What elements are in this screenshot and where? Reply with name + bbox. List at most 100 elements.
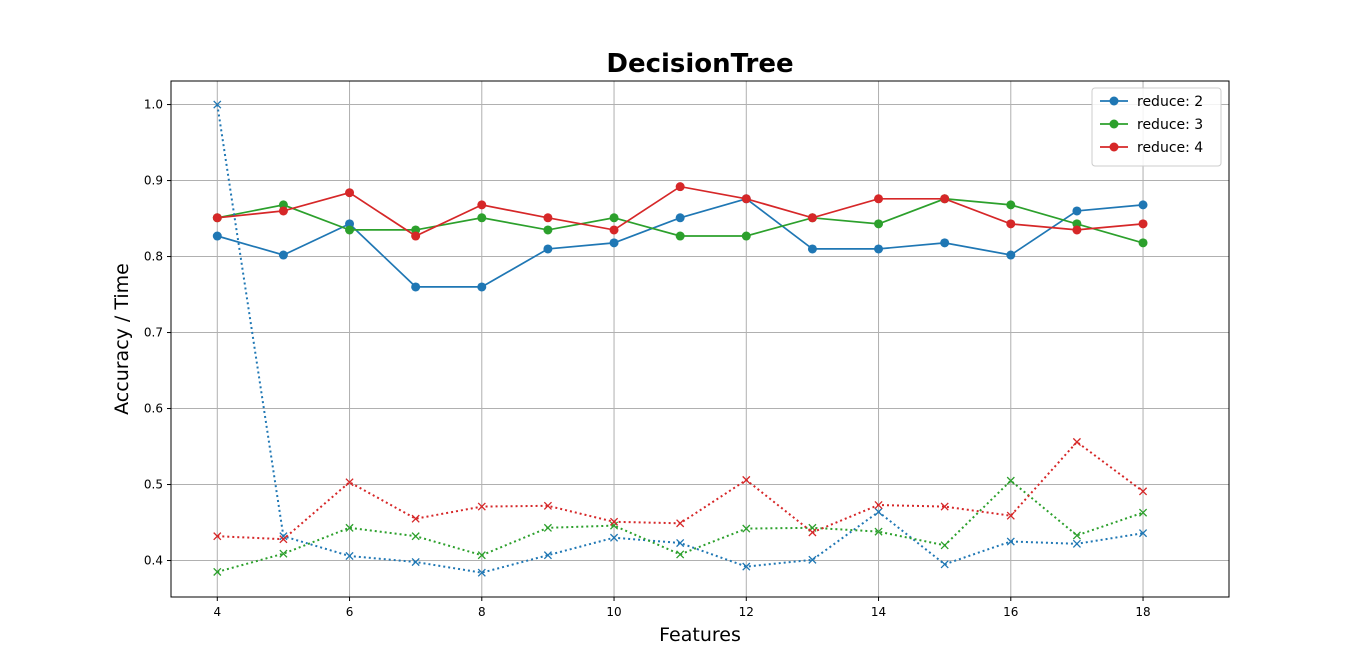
x-tick-label: 12 [739,605,754,619]
data-point [1006,219,1016,229]
data-point [213,567,222,576]
data-point [477,213,487,223]
series-line [217,185,1144,237]
data-point [411,231,421,241]
series-4 [213,100,1148,577]
data-point [345,225,355,235]
data-point [477,502,486,511]
data-point [345,523,354,532]
y-axis-title: Accuracy / Time [111,263,133,415]
data-point [1138,219,1148,229]
data-point [741,231,751,241]
data-point [278,250,288,260]
data-point [1006,511,1015,520]
data-point [1006,250,1016,260]
series-6 [213,437,1148,544]
data-point [675,182,685,192]
data-point [345,551,354,561]
legend-label: reduce: 4 [1137,140,1203,156]
data-point [609,533,619,542]
x-tick-label: 8 [478,605,486,619]
legend-label: reduce: 3 [1137,117,1203,133]
data-point [874,507,883,516]
data-point [1138,529,1148,538]
legend-marker [1109,119,1119,129]
data-point [477,551,486,560]
data-point [212,213,222,223]
chart-title: DecisionTree [606,49,793,79]
data-point [609,238,619,248]
data-point [1072,539,1081,548]
data-point [411,514,420,523]
data-point [345,478,354,487]
data-point [742,524,751,533]
data-point [675,231,685,241]
data-point [212,231,222,241]
data-point [543,213,553,223]
series-1 [212,194,1148,292]
data-point [1072,225,1082,235]
y-tick-label: 1.0 [144,98,163,112]
legend: reduce: 2 reduce: 3 reduce: 4 [1091,87,1222,167]
data-point [609,225,619,235]
y-tick-label: 0.7 [144,326,163,340]
x-tick-label: 16 [1003,605,1018,619]
data-point [543,244,553,254]
data-point [411,557,420,567]
data-point [807,213,817,223]
data-point [940,502,949,511]
data-point [543,523,552,532]
legend-entry: reduce: 4 [1100,140,1203,156]
data-point [1138,238,1148,248]
data-point [940,238,950,248]
data-point [874,244,884,254]
data-point [477,282,487,292]
x-tick-label: 14 [871,605,886,619]
data-point [279,549,288,558]
data-point [1138,508,1148,517]
data-point [1138,200,1148,210]
series-3 [212,182,1148,241]
data-point [874,219,884,229]
legend-entry: reduce: 2 [1100,94,1203,110]
data-point [279,535,288,544]
y-tick-label: 0.6 [144,402,163,416]
series-line [216,104,1144,574]
data-point [609,521,619,530]
plot-frame [170,80,1230,598]
data-point [676,519,685,528]
data-point [543,225,553,235]
data-point [741,194,751,204]
axis-ticks: 4 6 8 10 12 14 16 18 0.4 0.5 0.6 0.7 0.8 0.9 1.0 [144,98,1151,619]
data-point [477,200,487,210]
data-point [213,100,222,109]
x-tick-label: 4 [213,605,221,619]
series-line [217,440,1144,541]
data-point [213,532,222,541]
legend-label: reduce: 2 [1137,94,1203,110]
data-point [1006,200,1016,210]
y-tick-label: 0.9 [144,174,163,188]
data-point [742,475,751,485]
data-point [1072,437,1081,447]
y-tick-label: 0.4 [144,554,163,568]
data-point [1006,476,1015,485]
x-tick-label: 6 [346,605,354,619]
data-point [874,194,884,204]
legend-marker [1109,96,1119,106]
series-5 [213,476,1148,576]
data-point [1072,531,1081,540]
data-point [543,501,552,510]
data-point [1072,206,1082,216]
data-point [1138,487,1148,496]
y-tick-label: 0.8 [144,250,163,264]
data-point [609,517,619,526]
legend-marker [1109,142,1119,152]
data-point [279,532,288,541]
data-point [874,500,883,510]
data-point [676,538,685,548]
data-point [1006,537,1015,546]
data-point [940,560,949,569]
data-point [808,528,817,537]
